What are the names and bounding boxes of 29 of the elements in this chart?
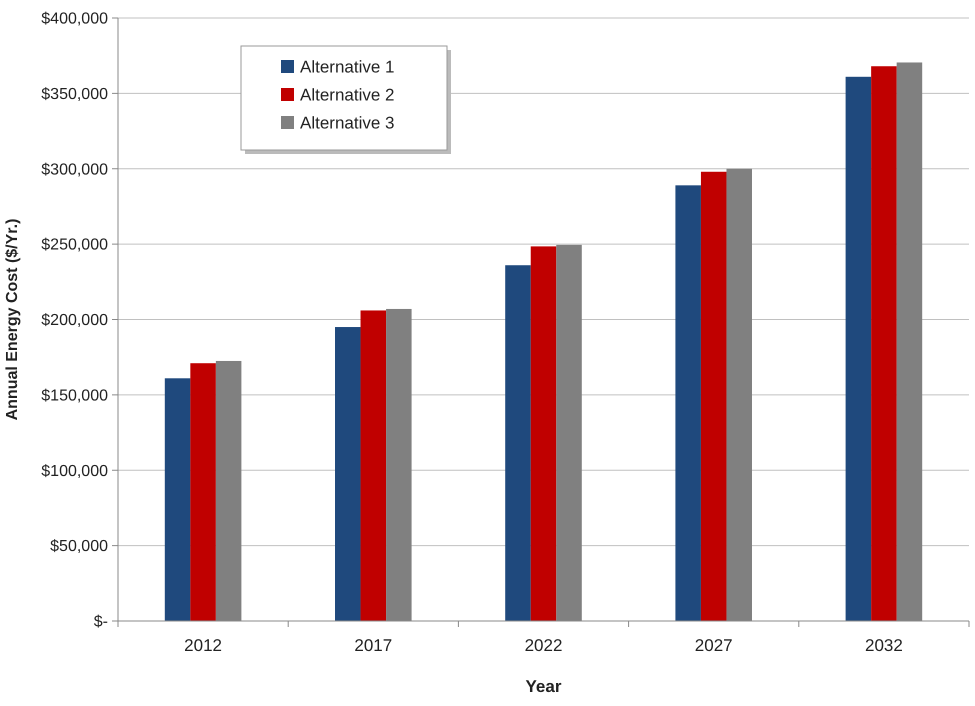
x-tick-label: 2022: [524, 636, 562, 655]
y-tick-label: $300,000: [41, 161, 108, 178]
y-tick-label: $350,000: [41, 86, 108, 103]
bar: [190, 363, 216, 621]
x-tick-label: 2027: [694, 636, 733, 655]
bar: [360, 310, 386, 621]
y-tick-label: $-: [94, 614, 108, 631]
legend-label: Alternative 1: [300, 57, 394, 76]
bar: [505, 265, 531, 621]
x-tick-label: 2017: [354, 636, 392, 655]
y-tick-label: $100,000: [41, 462, 108, 480]
legend-label: Alternative 2: [300, 85, 394, 104]
y-axis-title: Annual Energy Cost ($/Yr.): [4, 218, 21, 420]
bar: [164, 378, 190, 621]
bar: [700, 172, 726, 621]
y-tick-label: $50,000: [50, 538, 108, 556]
y-tick-label: $400,000: [41, 10, 108, 28]
bar: [871, 66, 897, 621]
y-tick-label: $200,000: [41, 312, 108, 330]
bar: [530, 246, 556, 621]
x-tick-label: 2032: [864, 636, 903, 655]
bar: [335, 327, 361, 621]
bar: [675, 185, 701, 621]
legend-label: Alternative 3: [300, 113, 394, 132]
y-tick-label: $250,000: [41, 236, 108, 254]
x-tick-label: 2012: [184, 636, 222, 655]
x-axis-title: Year: [526, 677, 562, 696]
y-tick-label: $150,000: [41, 387, 108, 404]
bar: [846, 76, 872, 621]
